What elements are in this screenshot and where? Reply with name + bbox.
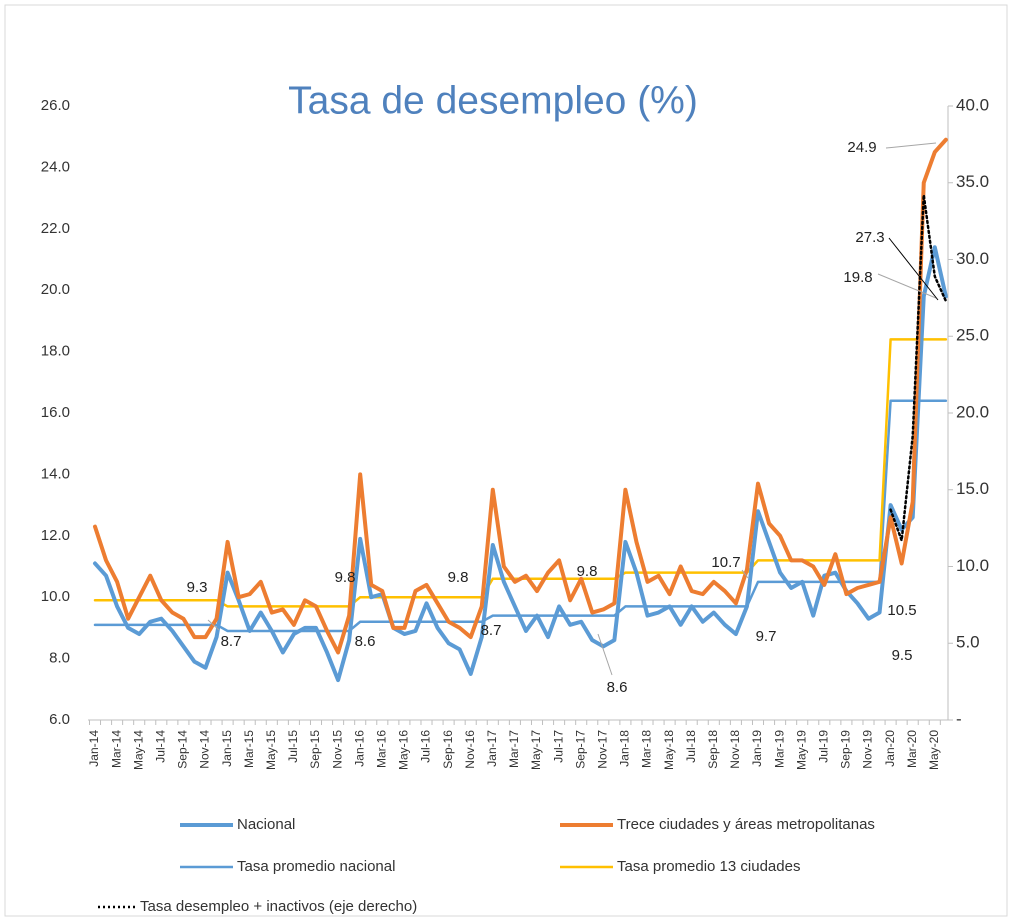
annotation: 19.8 bbox=[843, 269, 872, 286]
y2-tick-label: 5.0 bbox=[956, 633, 980, 652]
y2-tick-label: 35.0 bbox=[956, 172, 989, 191]
x-tick-label: May-15 bbox=[264, 730, 278, 770]
x-tick-label: Mar-16 bbox=[374, 730, 388, 768]
annotation: 8.6 bbox=[607, 679, 628, 696]
x-tick-label: Nov-15 bbox=[330, 730, 344, 769]
y2-tick-label: 25.0 bbox=[956, 326, 989, 345]
x-tick-label: May-14 bbox=[131, 730, 145, 770]
annotation: 8.7 bbox=[481, 622, 502, 639]
legend-label: Trece ciudades y áreas metropolitanas bbox=[617, 816, 875, 833]
x-tick-label: Jan-15 bbox=[220, 730, 234, 767]
y-tick-label: 10.0 bbox=[41, 588, 70, 605]
legend-label: Tasa promedio nacional bbox=[237, 858, 395, 875]
x-tick-label: Mar-19 bbox=[772, 730, 786, 768]
y-tick-label: 18.0 bbox=[41, 343, 70, 360]
leader-line bbox=[207, 619, 220, 631]
x-tick-label: May-20 bbox=[927, 730, 941, 770]
x-tick-label: Nov-19 bbox=[861, 730, 875, 769]
x-tick-label: Sep-15 bbox=[308, 730, 322, 769]
x-tick-label: Jan-20 bbox=[883, 730, 897, 767]
y2-tick-label: - bbox=[956, 709, 962, 728]
legend-label: Tasa promedio 13 ciudades bbox=[617, 858, 800, 875]
y-tick-label: 6.0 bbox=[49, 711, 70, 728]
leader-line bbox=[597, 633, 613, 676]
y-tick-label: 20.0 bbox=[41, 281, 70, 298]
x-tick-label: Nov-18 bbox=[728, 730, 742, 769]
x-tick-label: May-17 bbox=[529, 730, 543, 770]
x-tick-label: Jan-14 bbox=[87, 730, 101, 767]
x-tick-label: Jul-15 bbox=[286, 730, 300, 763]
annotation: 10.5 bbox=[887, 602, 916, 619]
x-tick-label: May-19 bbox=[794, 730, 808, 770]
x-tick-label: Sep-17 bbox=[573, 730, 587, 769]
leader-line bbox=[885, 142, 937, 149]
y2-tick-label: 20.0 bbox=[956, 402, 989, 421]
y2-tick-label: 30.0 bbox=[956, 249, 989, 268]
legend-label: Nacional bbox=[237, 816, 295, 833]
x-tick-label: Mar-15 bbox=[242, 730, 256, 768]
legend-label: Tasa desempleo + inactivos (eje derecho) bbox=[140, 898, 417, 915]
x-tick-label: Nov-16 bbox=[463, 730, 477, 769]
y2-tick-label: 15.0 bbox=[956, 479, 989, 498]
x-tick-label: Jan-18 bbox=[618, 730, 632, 767]
annotation: 24.9 bbox=[847, 139, 876, 156]
y-tick-label: 22.0 bbox=[41, 220, 70, 237]
annotation: 9.7 bbox=[756, 628, 777, 645]
y2-tick-label: 10.0 bbox=[956, 556, 989, 575]
leader-line bbox=[888, 237, 939, 301]
x-tick-label: Mar-17 bbox=[507, 730, 521, 768]
series-line bbox=[889, 193, 948, 542]
x-tick-label: Jul-18 bbox=[684, 730, 698, 763]
x-tick-label: Jan-16 bbox=[352, 730, 366, 767]
chart-title: Tasa de desempleo (%) bbox=[288, 79, 698, 122]
leader-line bbox=[741, 569, 749, 579]
annotation: 9.3 bbox=[187, 579, 208, 596]
x-tick-label: Mar-14 bbox=[109, 730, 123, 768]
annotation: 8.7 bbox=[221, 633, 242, 650]
x-tick-label: Jul-19 bbox=[816, 730, 830, 763]
x-tick-label: Sep-16 bbox=[441, 730, 455, 769]
leader-line bbox=[877, 273, 937, 299]
annotation: 9.5 bbox=[892, 647, 913, 664]
x-tick-label: Mar-18 bbox=[640, 730, 654, 768]
x-tick-label: May-16 bbox=[397, 730, 411, 770]
y2-tick-label: 40.0 bbox=[956, 95, 989, 114]
y-tick-label: 26.0 bbox=[41, 97, 70, 114]
x-tick-label: Sep-18 bbox=[706, 730, 720, 769]
y-tick-label: 8.0 bbox=[49, 650, 70, 667]
x-tick-label: Mar-20 bbox=[905, 730, 919, 768]
x-tick-label: Jan-17 bbox=[485, 730, 499, 767]
y-tick-label: 12.0 bbox=[41, 527, 70, 544]
x-tick-label: Nov-14 bbox=[198, 730, 212, 769]
y-tick-label: 24.0 bbox=[41, 158, 70, 175]
annotation: 9.8 bbox=[448, 569, 469, 586]
series-line bbox=[93, 137, 948, 655]
x-tick-label: Nov-17 bbox=[595, 730, 609, 769]
annotation: 9.8 bbox=[335, 569, 356, 586]
annotation: 10.7 bbox=[711, 554, 740, 571]
annotation: 27.3 bbox=[855, 229, 884, 246]
y-tick-label: 14.0 bbox=[41, 465, 70, 482]
x-tick-label: May-18 bbox=[662, 730, 676, 770]
annotation: 9.8 bbox=[577, 563, 598, 580]
x-tick-label: Sep-14 bbox=[176, 730, 190, 769]
y-tick-label: 16.0 bbox=[41, 404, 70, 421]
x-tick-label: Jul-17 bbox=[551, 730, 565, 763]
x-tick-label: Jul-16 bbox=[419, 730, 433, 763]
x-tick-label: Jan-19 bbox=[750, 730, 764, 767]
x-tick-label: Jul-14 bbox=[153, 730, 167, 763]
chart-frame bbox=[4, 4, 1008, 917]
annotation: 8.6 bbox=[355, 633, 376, 650]
x-tick-label: Sep-19 bbox=[839, 730, 853, 769]
